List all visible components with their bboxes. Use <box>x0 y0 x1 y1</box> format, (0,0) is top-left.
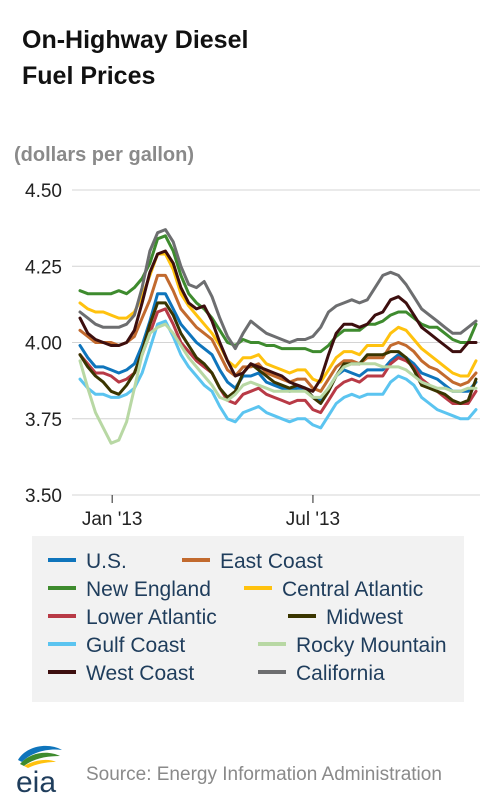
legend-label: Rocky Mountain <box>296 634 447 657</box>
source-note: Source: Energy Information Administratio… <box>86 764 442 785</box>
legend-label: Central Atlantic <box>282 578 424 601</box>
chart-title: On-Highway Diesel Fuel Prices <box>22 22 248 94</box>
series-line-rocky-mountain <box>78 322 478 445</box>
line-chart: 3.50 3.75 4.00 4.25 4.50 Jan '13 Jul '13 <box>25 181 480 530</box>
y-tick-label: 3.50 <box>25 486 62 507</box>
legend-swatch <box>258 642 286 647</box>
unit-label: (dollars per gallon) <box>14 144 195 166</box>
legend-swatch <box>48 614 76 619</box>
series-line-east-coast <box>78 273 478 393</box>
y-tick-label: 3.75 <box>25 410 62 431</box>
legend-item-east-coast: East Coast <box>182 550 323 574</box>
legend-swatch <box>48 642 76 647</box>
legend-label: Gulf Coast <box>86 634 186 657</box>
series-line-gulf-coast <box>78 319 478 430</box>
series-line-midwest <box>78 301 478 405</box>
legend-item-rocky-mountain: Rocky Mountain <box>258 634 447 658</box>
title-line-1: On-Highway Diesel <box>22 26 249 54</box>
legend-label: New England <box>86 578 211 601</box>
legend-swatch <box>244 586 272 591</box>
legend-label: West Coast <box>86 662 195 685</box>
legend-label: California <box>296 662 385 685</box>
series-line-california <box>78 228 478 351</box>
title-line-2: Fuel Prices <box>22 62 156 90</box>
y-tick-label: 4.25 <box>25 257 62 278</box>
legend-swatch <box>48 586 76 591</box>
y-tick-label: 4.50 <box>25 181 62 202</box>
legend-swatch <box>48 670 76 675</box>
legend-label: Midwest <box>326 606 404 629</box>
legend-label: Lower Atlantic <box>86 606 217 629</box>
svg-text:eia: eia <box>16 766 56 796</box>
eia-logo-icon: eia <box>16 745 62 799</box>
legend-label: East Coast <box>220 550 323 573</box>
legend-swatch <box>182 558 210 563</box>
legend-item-lower-atlantic: Lower Atlantic <box>48 606 217 630</box>
legend-swatch <box>288 614 316 619</box>
legend-label: U.S. <box>86 550 127 573</box>
y-tick-label: 4.00 <box>25 334 62 355</box>
legend-item-west-coast: West Coast <box>48 662 194 686</box>
legend-item-u-s: U.S. <box>48 550 127 574</box>
eia-logo: eia <box>8 738 72 799</box>
legend-item-new-england: New England <box>48 578 211 602</box>
legend-swatch <box>48 558 76 563</box>
x-tick-label: Jan '13 <box>82 509 143 530</box>
x-tick-label: Jul '13 <box>286 509 340 530</box>
series-line-west-coast <box>78 249 478 393</box>
legend-item-gulf-coast: Gulf Coast <box>48 634 185 658</box>
chart-legend: U.S. East Coast New England Central Atlanti… <box>32 536 464 702</box>
legend-item-central-atlantic: Central Atlantic <box>244 578 423 602</box>
legend-swatch <box>258 670 286 675</box>
legend-item-california: California <box>258 662 385 686</box>
legend-item-midwest: Midwest <box>288 606 403 630</box>
